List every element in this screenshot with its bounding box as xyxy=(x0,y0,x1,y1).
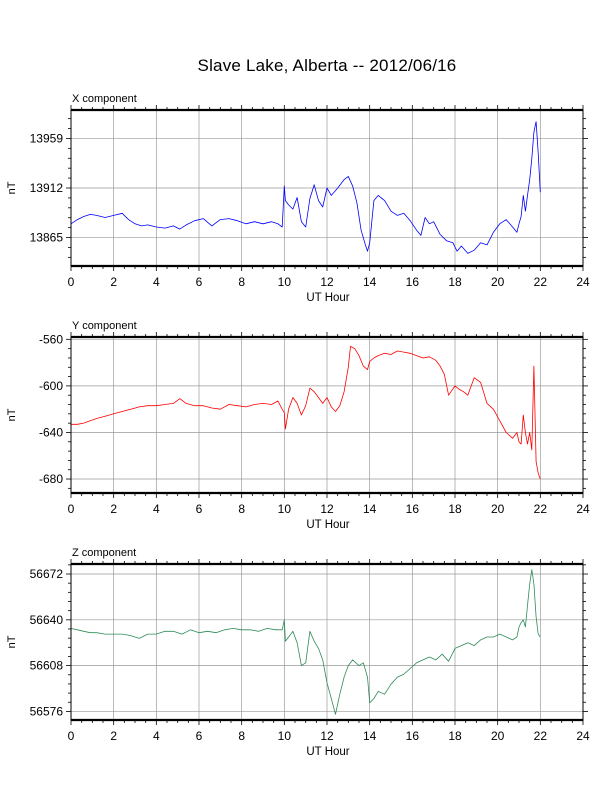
z-series-line xyxy=(70,569,541,715)
y-x-axis-label: UT Hour xyxy=(306,519,349,531)
x-x-tick-label: 8 xyxy=(238,275,245,289)
z-x-tick-label: 14 xyxy=(363,729,377,743)
y-x-tick-label: 4 xyxy=(153,502,160,516)
z-x-tick-label: 0 xyxy=(68,729,75,743)
z-y-axis-label: nT xyxy=(6,635,18,648)
z-x-tick-label: 16 xyxy=(406,729,420,743)
y-x-tick-label: 10 xyxy=(278,502,292,516)
y-y-tick-label: -560 xyxy=(39,332,63,346)
x-series-line xyxy=(70,121,541,254)
z-y-tick-label: 56576 xyxy=(30,704,64,718)
z-x-tick-label: 8 xyxy=(238,729,245,743)
z-x-tick-label: 12 xyxy=(320,729,334,743)
x-x-tick-label: 10 xyxy=(278,275,292,289)
x-panel-title: X component xyxy=(72,93,137,105)
x-x-tick-label: 4 xyxy=(153,275,160,289)
z-x-tick-label: 4 xyxy=(153,729,160,743)
z-x-tick-label: 2 xyxy=(110,729,117,743)
x-y-tick-label: 13865 xyxy=(30,231,64,245)
x-x-tick-label: 6 xyxy=(196,275,203,289)
z-y-tick-label: 56640 xyxy=(30,613,64,627)
x-y-tick-label: 13912 xyxy=(30,181,64,195)
z-x-tick-label: 18 xyxy=(448,729,462,743)
z-x-tick-label: 22 xyxy=(534,729,548,743)
y-x-tick-label: 20 xyxy=(491,502,505,516)
x-y-axis-label: nT xyxy=(6,181,18,194)
y-y-axis-label: nT xyxy=(6,408,18,421)
y-x-tick-label: 12 xyxy=(320,502,334,516)
x-x-tick-label: 20 xyxy=(491,275,505,289)
z-x-axis-label: UT Hour xyxy=(306,746,349,758)
z-x-tick-label: 20 xyxy=(491,729,505,743)
y-series-line xyxy=(71,345,541,480)
x-y-tick-label: 13959 xyxy=(30,131,64,145)
x-x-tick-label: 2 xyxy=(110,275,117,289)
y-y-tick-label: -680 xyxy=(39,472,63,486)
x-x-tick-label: 24 xyxy=(576,275,590,289)
y-x-tick-label: 22 xyxy=(534,502,548,516)
x-x-tick-label: 16 xyxy=(406,275,420,289)
y-x-tick-label: 16 xyxy=(406,502,420,516)
y-x-tick-label: 14 xyxy=(363,502,377,516)
y-x-tick-label: 18 xyxy=(448,502,462,516)
z-y-tick-label: 56672 xyxy=(30,567,64,581)
y-x-tick-label: 6 xyxy=(196,502,203,516)
y-y-tick-label: -640 xyxy=(39,425,63,439)
z-y-tick-label: 56608 xyxy=(30,659,64,673)
y-x-tick-label: 0 xyxy=(68,502,75,516)
y-y-tick-label: -600 xyxy=(39,379,63,393)
x-x-tick-label: 18 xyxy=(448,275,462,289)
x-x-tick-label: 0 xyxy=(68,275,75,289)
y-x-tick-label: 24 xyxy=(576,502,590,516)
z-x-tick-label: 10 xyxy=(278,729,292,743)
x-x-tick-label: 12 xyxy=(320,275,334,289)
y-panel-title: Y component xyxy=(72,320,137,332)
page-title: Slave Lake, Alberta -- 2012/06/16 xyxy=(197,56,457,75)
y-x-tick-label: 2 xyxy=(110,502,117,516)
z-x-tick-label: 6 xyxy=(196,729,203,743)
x-x-tick-label: 22 xyxy=(534,275,548,289)
x-x-axis-label: UT Hour xyxy=(306,292,349,304)
z-x-tick-label: 24 xyxy=(576,729,590,743)
z-panel-title: Z component xyxy=(72,547,136,559)
x-x-tick-label: 14 xyxy=(363,275,377,289)
y-x-tick-label: 8 xyxy=(238,502,245,516)
